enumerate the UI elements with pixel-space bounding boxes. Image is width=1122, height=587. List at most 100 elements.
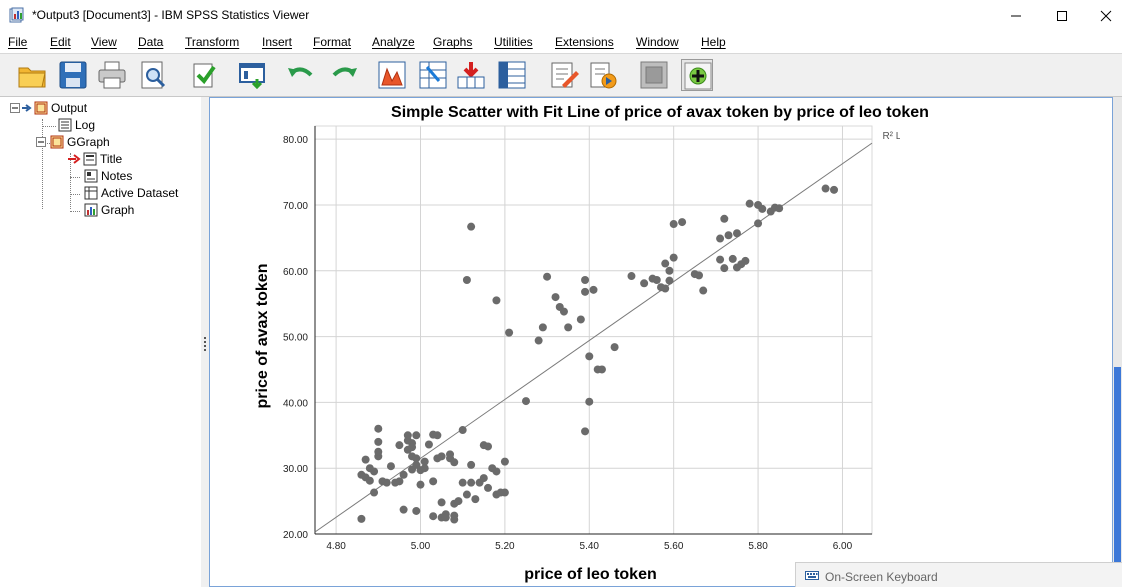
on-screen-keyboard-taskbar[interactable]: On-Screen Keyboard (795, 562, 1122, 587)
chart-title: Simple Scatter with Fit Line of price of… (391, 104, 929, 121)
open-icon (18, 67, 46, 88)
hide-button[interactable] (638, 59, 670, 91)
notes-icon (84, 169, 98, 183)
data-point (357, 514, 366, 523)
plot-area (314, 125, 873, 535)
data-point (665, 276, 674, 285)
graph-icon (84, 203, 98, 217)
data-point (758, 204, 767, 213)
minimize-button[interactable] (993, 0, 1039, 32)
data-point (399, 470, 408, 479)
data-point (728, 254, 737, 263)
select-cases-icon (551, 62, 579, 88)
data-point (492, 467, 501, 476)
variables-button[interactable] (496, 59, 528, 91)
print-preview-button[interactable] (137, 59, 169, 91)
y-tick-label: 20.00 (283, 530, 308, 541)
menu-analyze[interactable]: Analyze (372, 35, 415, 49)
data-point (732, 229, 741, 238)
title-icon (83, 152, 97, 166)
open-button[interactable] (16, 59, 48, 91)
menu-insert[interactable]: Insert (262, 35, 293, 49)
recall-dialog-button[interactable] (237, 59, 269, 91)
export-button[interactable] (188, 59, 220, 91)
maximize-button[interactable] (1039, 0, 1085, 32)
designate-window-button[interactable] (587, 59, 619, 91)
data-point (576, 315, 585, 324)
goto-data-button[interactable] (376, 59, 408, 91)
data-point (420, 457, 429, 466)
data-point (365, 476, 374, 485)
show-icon (684, 62, 712, 90)
goto-case-button[interactable] (417, 59, 449, 91)
data-point (420, 464, 429, 473)
save-button[interactable] (57, 59, 89, 91)
tree-node-active-dataset[interactable]: Active Dataset (84, 186, 178, 200)
data-point (640, 279, 649, 288)
data-point (437, 498, 446, 507)
pane-splitter[interactable] (201, 97, 209, 587)
tree-node-output[interactable]: Output (10, 101, 87, 115)
menu-edit[interactable]: Edit (50, 35, 71, 49)
data-point (429, 477, 438, 486)
data-point (724, 231, 733, 240)
keyboard-icon (805, 571, 819, 580)
show-button[interactable] (681, 59, 713, 91)
data-point (821, 184, 830, 193)
data-point (437, 452, 446, 461)
data-point (370, 467, 379, 476)
undo-button[interactable] (285, 59, 317, 91)
menu-help[interactable]: Help (701, 35, 726, 49)
x-tick-label: 5.40 (580, 541, 600, 552)
data-point (581, 287, 590, 296)
collapse-icon[interactable] (10, 103, 20, 113)
data-point (395, 477, 404, 486)
data-point (741, 256, 750, 265)
data-point (720, 214, 729, 223)
menu-format[interactable]: Format (313, 35, 352, 49)
print-button[interactable] (96, 59, 128, 91)
data-point (454, 497, 463, 506)
menu-data[interactable]: Data (138, 35, 164, 49)
x-tick-label: 5.00 (411, 541, 431, 552)
menu-extensions[interactable]: Extensions (555, 35, 614, 49)
menu-file[interactable]: File (8, 35, 28, 49)
goto-variable-button[interactable] (455, 59, 487, 91)
select-cases-button[interactable] (548, 59, 580, 91)
redo-icon (332, 67, 357, 77)
data-point (585, 397, 594, 406)
tree-guide-line (70, 194, 80, 195)
data-point (374, 424, 383, 433)
collapse-icon[interactable] (36, 137, 46, 147)
tree-node-graph[interactable]: Graph (84, 203, 134, 217)
redo-button[interactable] (328, 59, 360, 91)
data-point (386, 462, 395, 471)
data-point (361, 455, 370, 464)
tree-node-title[interactable]: Title (68, 152, 122, 166)
tree-node-ggraph[interactable]: GGraph (36, 135, 110, 149)
data-point (581, 275, 590, 284)
close-button[interactable] (1083, 0, 1122, 32)
data-point (538, 323, 547, 332)
on-screen-keyboard-label: On-Screen Keyboard (825, 570, 938, 584)
tree-node-log[interactable]: Log (58, 118, 95, 132)
data-point (745, 199, 754, 208)
menu-utilities[interactable]: Utilities (494, 35, 533, 49)
data-point (412, 431, 421, 440)
tree-label-active-dataset: Active Dataset (101, 186, 179, 200)
close-icon (1100, 10, 1112, 22)
data-point (830, 185, 839, 194)
scrollbar-thumb[interactable] (1114, 367, 1121, 567)
tree-node-notes[interactable]: Notes (84, 169, 132, 183)
log-icon (58, 118, 72, 132)
menu-window[interactable]: Window (636, 35, 679, 49)
tree-guide-line (70, 153, 71, 209)
menu-view[interactable]: View (91, 35, 117, 49)
goto-case-icon (419, 61, 447, 89)
tree-guide-line (70, 211, 80, 212)
vertical-scrollbar[interactable] (1113, 97, 1122, 587)
menu-transform[interactable]: Transform (185, 35, 240, 49)
menu-graphs[interactable]: Graphs (433, 35, 473, 49)
splitter-grip[interactable] (204, 337, 208, 351)
variables-icon (498, 61, 526, 89)
